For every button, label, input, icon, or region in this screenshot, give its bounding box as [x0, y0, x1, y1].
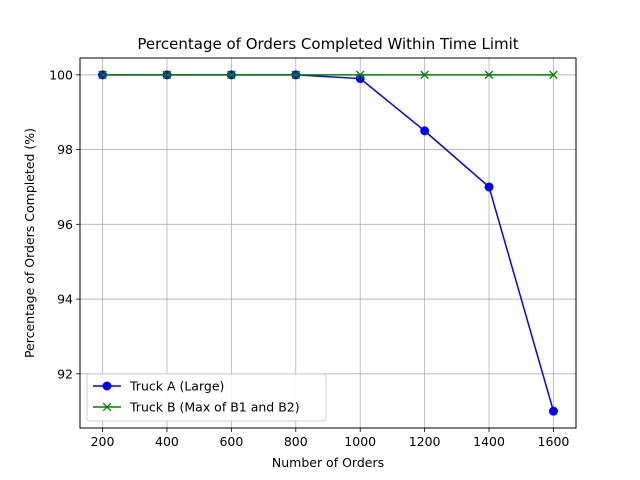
series-2-point — [355, 70, 365, 80]
x-tick-label: 1200 — [409, 434, 441, 449]
legend-label-1: Truck A (Large) — [129, 379, 224, 394]
series-1-point — [355, 74, 365, 84]
x-axis-label: Number of Orders — [272, 455, 384, 470]
y-tick-label: 96 — [57, 217, 73, 232]
series-2-point — [162, 70, 172, 80]
legend-marker-2 — [102, 402, 112, 412]
y-tick-label: 100 — [49, 67, 73, 82]
x-tick-label: 1600 — [538, 434, 570, 449]
series-2-point — [291, 70, 301, 80]
legend-box — [86, 373, 327, 422]
series-2-point-stroke — [162, 70, 172, 80]
x-tick-label: 1000 — [344, 434, 376, 449]
y-tick-label: 94 — [57, 292, 73, 307]
chart-title: Percentage of Orders Completed Within Ti… — [137, 35, 518, 53]
plot-frame — [79, 57, 577, 429]
series-2-point-stroke — [291, 70, 301, 80]
series-2-point-stroke — [227, 70, 236, 80]
series-2-point-stroke — [549, 70, 558, 80]
series-2-point — [420, 70, 429, 80]
series-1-point — [484, 182, 494, 192]
series-2-point — [549, 70, 558, 80]
series-1-point — [420, 126, 430, 136]
legend-marker-2-stroke — [102, 402, 112, 412]
y-tick-label: 98 — [57, 142, 73, 157]
series-2-point-stroke — [98, 70, 107, 80]
series-2-point-stroke — [484, 70, 494, 80]
series-1-point — [548, 406, 558, 416]
series-2-point-stroke — [355, 70, 365, 80]
x-tick-label: 800 — [284, 434, 308, 449]
series-group — [98, 70, 558, 416]
x-tick-label: 600 — [219, 434, 243, 449]
series-2-point — [98, 70, 107, 80]
legend: Truck A (Large) Truck B (Max of B1 and B2… — [86, 373, 327, 422]
ticks: 200 400 600 800 1000 1200 1400 1600 92 94 96 98 100 — [49, 67, 569, 449]
x-tick-label: 1400 — [473, 434, 505, 449]
legend-label-2: Truck B (Max of B1 and B2) — [129, 400, 300, 415]
x-tick-label: 400 — [155, 434, 179, 449]
series-2-point — [484, 70, 494, 80]
x-tick-label: 200 — [91, 434, 115, 449]
y-tick-label: 92 — [57, 366, 73, 381]
legend-marker-1 — [102, 381, 112, 391]
y-axis-label: Percentage of Orders Completed (%) — [22, 128, 37, 358]
series-2-point-stroke — [420, 70, 429, 80]
series-2-point — [227, 70, 236, 80]
